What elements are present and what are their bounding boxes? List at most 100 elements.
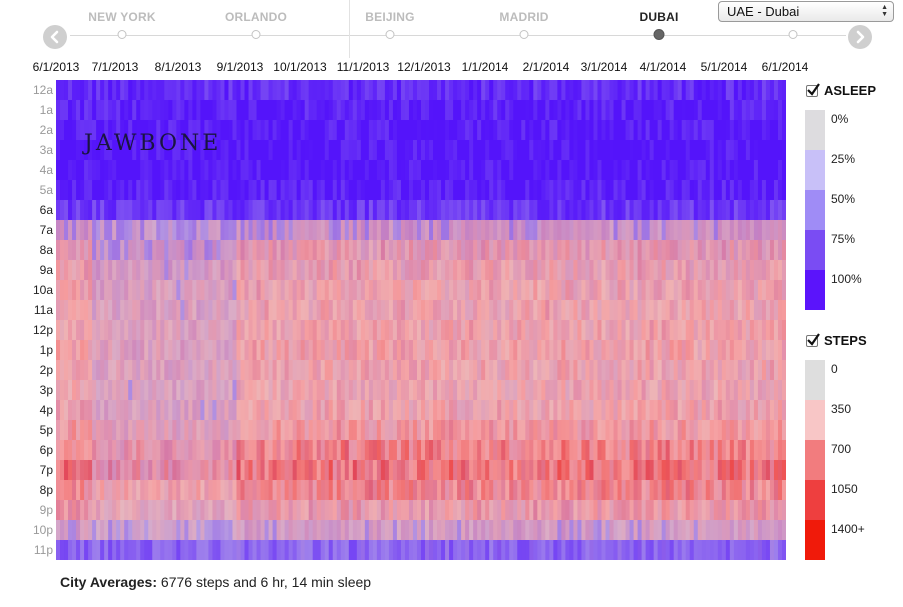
heatmap-cell bbox=[681, 480, 687, 501]
heatmap-cell bbox=[224, 400, 230, 421]
heatmap-cell bbox=[72, 440, 77, 461]
heatmap-cell bbox=[749, 380, 755, 401]
heatmap-cell bbox=[300, 120, 306, 141]
heatmap-cell bbox=[493, 140, 498, 161]
city-label-orlando[interactable]: ORLANDO bbox=[224, 10, 288, 24]
heatmap-cell bbox=[192, 380, 197, 401]
heatmap-cell bbox=[176, 300, 181, 321]
heatmap-cell bbox=[537, 540, 542, 560]
heatmap-cell bbox=[232, 220, 238, 241]
city-dot-orlando[interactable] bbox=[251, 30, 261, 39]
heatmap-cell bbox=[88, 100, 93, 121]
city-label-new-york[interactable]: NEW YORK bbox=[88, 10, 156, 24]
heatmap-cell bbox=[132, 200, 137, 221]
heatmap-cell bbox=[272, 300, 278, 321]
heatmap-cell bbox=[753, 400, 759, 421]
heatmap-cell bbox=[356, 100, 362, 121]
city-label-madrid[interactable]: MADRID bbox=[499, 10, 549, 24]
heatmap-cell bbox=[653, 280, 659, 301]
asleep-checkbox[interactable] bbox=[806, 83, 820, 97]
heatmap-cell bbox=[429, 260, 434, 281]
heatmap-cell bbox=[112, 540, 117, 560]
heatmap-cell bbox=[276, 80, 282, 101]
heatmap-cell bbox=[641, 500, 647, 521]
heatmap-cell bbox=[152, 520, 157, 541]
city-label-beijing[interactable]: BEIJING bbox=[365, 10, 415, 24]
previous-city-button[interactable] bbox=[43, 25, 67, 49]
heatmap-cell bbox=[605, 480, 611, 501]
heatmap-cell bbox=[396, 400, 402, 421]
heatmap-cell bbox=[485, 320, 490, 341]
heatmap-cell bbox=[665, 280, 671, 301]
heatmap-cell bbox=[320, 420, 326, 441]
city-dot-next[interactable] bbox=[788, 30, 798, 39]
heatmap-cell bbox=[465, 280, 470, 301]
heatmap-cell bbox=[561, 360, 566, 381]
heatmap-cell bbox=[288, 520, 294, 541]
heatmap-cell bbox=[208, 340, 214, 361]
heatmap-cell bbox=[184, 500, 189, 521]
heatmap-cell bbox=[268, 300, 274, 321]
heatmap-cell bbox=[368, 80, 374, 101]
heatmap-cell bbox=[376, 200, 382, 221]
heatmap-cell bbox=[172, 140, 177, 161]
heatmap-cell bbox=[356, 260, 362, 281]
heatmap-cell bbox=[92, 120, 97, 141]
heatmap-cell bbox=[72, 540, 77, 560]
heatmap-cell bbox=[364, 540, 370, 560]
heatmap-cell bbox=[136, 360, 141, 381]
heatmap-cell bbox=[773, 100, 779, 121]
heatmap-cell bbox=[160, 280, 165, 301]
city-select-dropdown[interactable]: UAE - Dubai ▲ ▼ bbox=[718, 1, 894, 22]
heatmap-cell bbox=[236, 500, 242, 521]
city-label-dubai[interactable]: DUBAI bbox=[639, 10, 679, 24]
heatmap-cell bbox=[757, 260, 763, 281]
heatmap-cell bbox=[288, 380, 294, 401]
heatmap-cell bbox=[509, 460, 514, 481]
heatmap-cell bbox=[224, 360, 230, 381]
heatmap-cell bbox=[272, 420, 278, 441]
heatmap-cell bbox=[136, 200, 141, 221]
sleep-steps-heatmap[interactable] bbox=[56, 80, 786, 560]
heatmap-cell bbox=[176, 220, 181, 241]
city-dot-new-york[interactable] bbox=[117, 30, 127, 39]
heatmap-cell bbox=[429, 340, 434, 361]
heatmap-cell bbox=[677, 340, 683, 361]
heatmap-cell bbox=[761, 140, 767, 161]
city-dot-dubai[interactable] bbox=[653, 29, 665, 40]
heatmap-cell bbox=[537, 280, 542, 301]
heatmap-cell bbox=[645, 100, 651, 121]
heatmap-cell bbox=[725, 120, 731, 141]
heatmap-cell bbox=[701, 400, 707, 421]
heatmap-cell bbox=[581, 520, 587, 541]
heatmap-cell bbox=[473, 340, 478, 361]
heatmap-cell bbox=[773, 140, 779, 161]
heatmap-cell bbox=[689, 360, 695, 381]
heatmap-cell bbox=[569, 540, 575, 560]
heatmap-cell bbox=[416, 260, 422, 281]
city-dot-madrid[interactable] bbox=[519, 30, 529, 39]
heatmap-cell bbox=[481, 240, 486, 261]
heatmap-cell bbox=[493, 260, 498, 281]
next-city-button[interactable] bbox=[848, 25, 872, 49]
steps-legend-swatch bbox=[805, 480, 825, 520]
heatmap-cell bbox=[557, 80, 562, 101]
y-tick-label: 11a bbox=[33, 303, 53, 317]
heatmap-cell bbox=[777, 280, 783, 301]
heatmap-cell bbox=[288, 460, 294, 481]
heatmap-cell bbox=[336, 380, 342, 401]
city-dot-beijing[interactable] bbox=[385, 30, 395, 39]
heatmap-cell bbox=[296, 380, 302, 401]
heatmap-cell bbox=[56, 200, 61, 221]
steps-checkbox[interactable] bbox=[806, 333, 820, 347]
heatmap-cell bbox=[220, 480, 226, 501]
heatmap-cell bbox=[168, 420, 173, 441]
heatmap-cell bbox=[621, 500, 627, 521]
heatmap-cell bbox=[160, 360, 165, 381]
heatmap-cell bbox=[433, 180, 438, 201]
heatmap-cell bbox=[761, 200, 767, 221]
heatmap-cell bbox=[421, 300, 426, 321]
heatmap-cell bbox=[312, 80, 318, 101]
heatmap-cell bbox=[400, 380, 406, 401]
heatmap-cell bbox=[701, 540, 707, 560]
